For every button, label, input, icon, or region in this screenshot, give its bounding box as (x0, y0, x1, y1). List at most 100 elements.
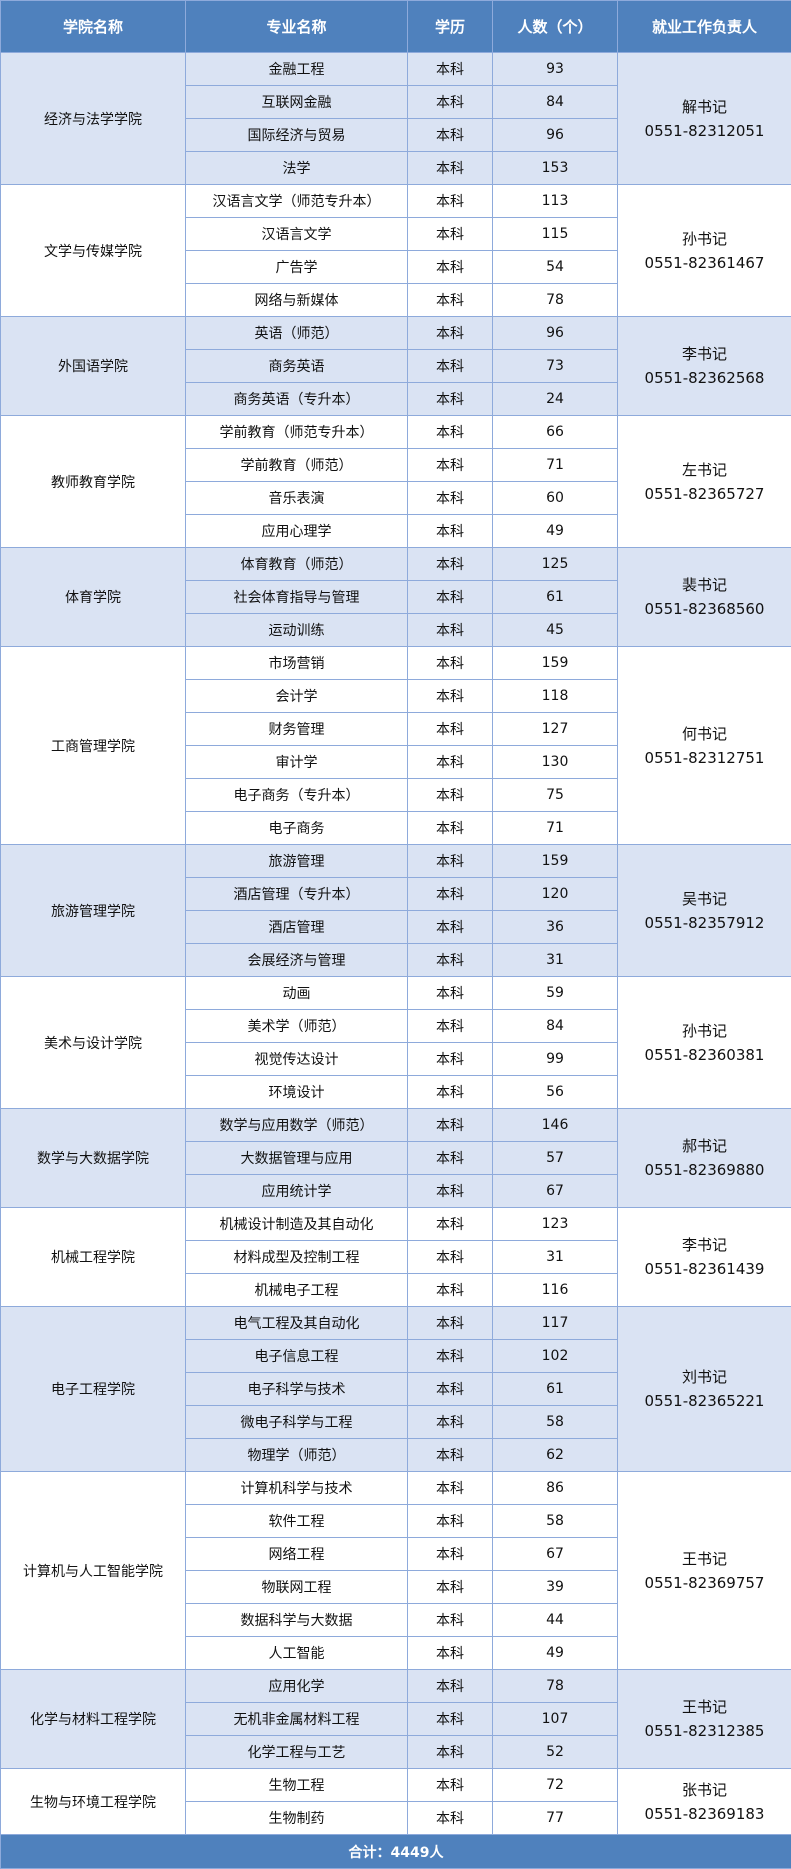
college-name: 体育学院 (0, 547, 186, 647)
degree: 本科 (407, 679, 493, 713)
degree: 本科 (407, 217, 493, 251)
major-name: 数据科学与大数据 (185, 1603, 408, 1637)
student-count: 120 (492, 877, 618, 911)
degree: 本科 (407, 349, 493, 383)
student-count: 58 (492, 1504, 618, 1538)
college-name: 经济与法学学院 (0, 52, 186, 185)
student-count: 159 (492, 844, 618, 878)
degree: 本科 (407, 1339, 493, 1373)
degree: 本科 (407, 1669, 493, 1703)
degree: 本科 (407, 1207, 493, 1241)
table-row: 物理学（师范） 本科 62 (1, 1438, 791, 1472)
college-name: 旅游管理学院 (0, 844, 186, 977)
student-count: 113 (492, 184, 618, 218)
student-count: 78 (492, 1669, 618, 1703)
major-name: 大数据管理与应用 (185, 1141, 408, 1175)
major-name: 人工智能 (185, 1636, 408, 1670)
table-row: 无机非金属材料工程 本科 107 (1, 1702, 791, 1736)
table-row: 大数据管理与应用 本科 57 (1, 1141, 791, 1175)
major-name: 运动训练 (185, 613, 408, 647)
student-count: 84 (492, 1009, 618, 1043)
major-name: 商务英语 (185, 349, 408, 383)
contact-cell: 李书记 0551-82361439 (617, 1207, 791, 1307)
table-row: 人工智能 本科 49 (1, 1636, 791, 1670)
student-count: 66 (492, 415, 618, 449)
table-row: 机械工程学院 机械设计制造及其自动化 本科 123 李书记 0551-82361439 (0, 1207, 791, 1307)
degree: 本科 (407, 1504, 493, 1538)
major-name: 环境设计 (185, 1075, 408, 1109)
major-name: 国际经济与贸易 (185, 118, 408, 152)
student-count: 123 (492, 1207, 618, 1241)
table-row: 音乐表演 本科 60 (1, 481, 791, 515)
contact-person: 解书记 (681, 97, 727, 116)
degree: 本科 (407, 1273, 493, 1307)
table-row: 文学与传媒学院 汉语言文学（师范专升本） 本科 113 孙书记 0551-82361467 (0, 184, 791, 317)
contact-cell: 孙书记 0551-82361467 (617, 184, 791, 317)
student-count: 115 (492, 217, 618, 251)
major-name: 应用心理学 (185, 514, 408, 548)
contact-cell: 孙书记 0551-82360381 (617, 976, 791, 1109)
table-footer-row: 合计：4449人 (0, 1834, 791, 1869)
college-name: 外国语学院 (0, 316, 186, 416)
degree: 本科 (407, 1603, 493, 1637)
student-count: 96 (492, 316, 618, 350)
major-name: 数学与应用数学（师范） (185, 1108, 408, 1142)
degree: 本科 (407, 1768, 493, 1802)
degree: 本科 (407, 382, 493, 416)
degree: 本科 (407, 1075, 493, 1109)
major-name: 会展经济与管理 (185, 943, 408, 977)
major-name: 音乐表演 (185, 481, 408, 515)
major-name: 社会体育指导与管理 (185, 580, 408, 614)
table-row: 美术与设计学院 动画 本科 59 孙书记 0551-82360381 (0, 976, 791, 1109)
degree: 本科 (407, 316, 493, 350)
contact-cell: 王书记 0551-82312385 (617, 1669, 791, 1769)
student-count: 45 (492, 613, 618, 647)
student-count: 24 (492, 382, 618, 416)
table-row: 生物与环境工程学院 生物工程 本科 72 张书记 0551-82369183 (0, 1768, 791, 1835)
contact-cell: 刘书记 0551-82365221 (617, 1306, 791, 1472)
table-row: 微电子科学与工程 本科 58 (1, 1405, 791, 1439)
major-name: 应用化学 (185, 1669, 408, 1703)
college-name: 教师教育学院 (0, 415, 186, 548)
major-name: 商务英语（专升本） (185, 382, 408, 416)
college-name: 工商管理学院 (0, 646, 186, 845)
table-row: 材料成型及控制工程 本科 31 (1, 1240, 791, 1274)
college-name: 文学与传媒学院 (0, 184, 186, 317)
header-count: 人数（个） (492, 0, 618, 53)
total-count: 合计：4449人 (0, 1834, 791, 1869)
degree: 本科 (407, 448, 493, 482)
contact-cell: 郝书记 0551-82369880 (617, 1108, 791, 1208)
student-count: 78 (492, 283, 618, 317)
student-count: 49 (492, 1636, 618, 1670)
student-count: 67 (492, 1174, 618, 1208)
student-count: 107 (492, 1702, 618, 1736)
header-college: 学院名称 (0, 0, 186, 53)
student-count: 159 (492, 646, 618, 680)
table-row: 体育学院 体育教育（师范） 本科 125 裴书记 0551-82368560 (0, 547, 791, 647)
major-name: 电子科学与技术 (185, 1372, 408, 1406)
table-row: 物联网工程 本科 39 (1, 1570, 791, 1604)
table-row: 运动训练 本科 45 (1, 613, 791, 647)
student-count: 130 (492, 745, 618, 779)
degree: 本科 (407, 1372, 493, 1406)
degree: 本科 (407, 52, 493, 86)
table-body: 经济与法学学院 金融工程 本科 93 解书记 0551-82312051 互联网金融 本科 84… (0, 52, 791, 1835)
table-row: 电子商务（专升本） 本科 75 (1, 778, 791, 812)
contact-person: 王书记 (681, 1698, 727, 1716)
major-name: 体育教育（师范） (185, 547, 408, 581)
student-count: 77 (492, 1801, 618, 1835)
major-name: 电子信息工程 (185, 1339, 408, 1373)
table-row: 数据科学与大数据 本科 44 (1, 1603, 791, 1637)
student-count: 71 (492, 811, 618, 845)
degree: 本科 (407, 877, 493, 911)
degree: 本科 (407, 85, 493, 119)
student-count: 127 (492, 712, 618, 746)
contact-cell: 解书记 0551-82312051 (617, 52, 791, 185)
contact-phone: 0551-82361467 (644, 253, 765, 272)
major-name: 汉语言文学（师范专升本） (185, 184, 408, 218)
degree: 本科 (407, 1009, 493, 1043)
table-row: 商务英语 本科 73 (1, 349, 791, 383)
degree: 本科 (407, 1471, 493, 1505)
major-name: 物联网工程 (185, 1570, 408, 1604)
table-row: 互联网金融 本科 84 (1, 85, 791, 119)
